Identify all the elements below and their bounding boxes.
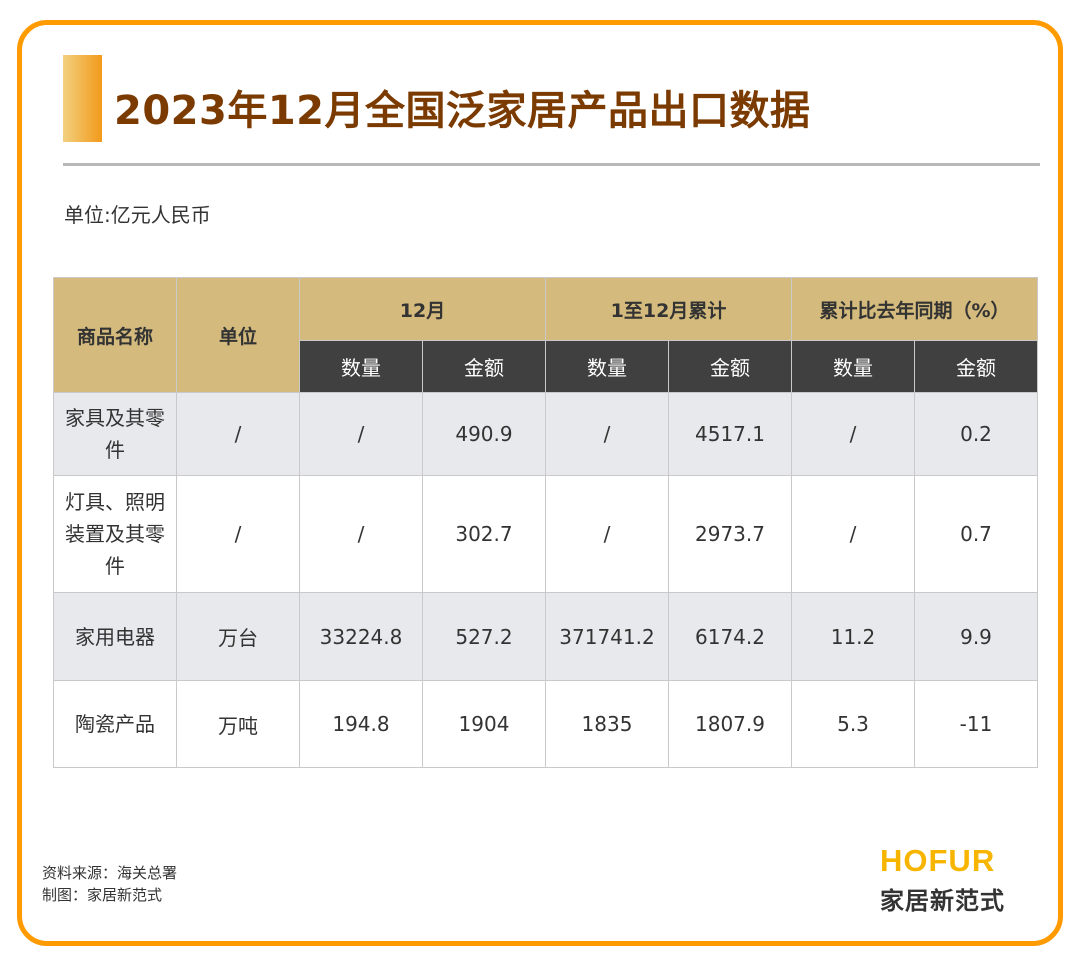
logo-text-en: HOFUR — [880, 843, 996, 878]
divider — [63, 163, 1040, 166]
cell: / — [791, 392, 915, 476]
header-december: 12月 — [299, 277, 546, 341]
product-name: 灯具、照明装置及其零件 — [53, 475, 177, 593]
subheader: 金额 — [422, 340, 546, 393]
cell: 1904 — [422, 680, 546, 768]
cell: 11.2 — [791, 592, 915, 681]
product-name: 家具及其零件 — [53, 392, 177, 476]
chart-maker-note: 制图：家居新范式 — [42, 886, 163, 904]
table-row: 家具及其零件 / / 490.9 / 4517.1 / 0.2 — [53, 392, 1038, 476]
cell: 194.8 — [299, 680, 423, 768]
cell: / — [545, 392, 669, 476]
cell: 1807.9 — [668, 680, 792, 768]
cell: 4517.1 — [668, 392, 792, 476]
cell: 0.2 — [914, 392, 1038, 476]
page-title: 2023年12月全国泛家居产品出口数据 — [114, 88, 811, 134]
table-row: 家用电器 万台 33224.8 527.2 371741.2 6174.2 11… — [53, 592, 1038, 681]
cell: 527.2 — [422, 592, 546, 681]
unit-cell: / — [176, 475, 300, 593]
title-accent-bar — [63, 55, 102, 142]
subheader: 数量 — [791, 340, 915, 393]
cell: 0.7 — [914, 475, 1038, 593]
cell: 2973.7 — [668, 475, 792, 593]
subheader: 数量 — [299, 340, 423, 393]
cell: 6174.2 — [668, 592, 792, 681]
cell: 9.9 — [914, 592, 1038, 681]
unit-note: 单位:亿元人民币 — [64, 203, 211, 227]
cell: / — [545, 475, 669, 593]
export-data-table: 商品名称 单位 12月 1至12月累计 累计比去年同期（%） 数量 金额 数量 … — [53, 277, 1038, 768]
source-note: 资料来源：海关总署 — [42, 864, 178, 882]
cell: 33224.8 — [299, 592, 423, 681]
cell: / — [299, 475, 423, 593]
subheader: 金额 — [914, 340, 1038, 393]
subheader: 数量 — [545, 340, 669, 393]
cell: 490.9 — [422, 392, 546, 476]
hofur-logo: HOFUR 家居新范式 — [880, 843, 1005, 916]
logo-text-cn: 家居新范式 — [880, 887, 1005, 915]
cell: 302.7 — [422, 475, 546, 593]
table-row: 灯具、照明装置及其零件 / / 302.7 / 2973.7 / 0.7 — [53, 475, 1038, 593]
subheader: 金额 — [668, 340, 792, 393]
header-unit: 单位 — [176, 277, 300, 393]
table-row: 陶瓷产品 万吨 194.8 1904 1835 1807.9 5.3 -11 — [53, 680, 1038, 768]
unit-cell: 万台 — [176, 592, 300, 681]
product-name: 陶瓷产品 — [53, 680, 177, 768]
header-yoy: 累计比去年同期（%） — [791, 277, 1038, 341]
unit-cell: / — [176, 392, 300, 476]
unit-cell: 万吨 — [176, 680, 300, 768]
cell: 371741.2 — [545, 592, 669, 681]
product-name: 家用电器 — [53, 592, 177, 681]
footer-notes: 资料来源：海关总署 制图：家居新范式 — [42, 862, 177, 906]
cell: -11 — [914, 680, 1038, 768]
cell: 5.3 — [791, 680, 915, 768]
header-name: 商品名称 — [53, 277, 177, 393]
cell: 1835 — [545, 680, 669, 768]
cell: / — [299, 392, 423, 476]
header-cumulative: 1至12月累计 — [545, 277, 792, 341]
card-frame — [17, 20, 1063, 946]
cell: / — [791, 475, 915, 593]
